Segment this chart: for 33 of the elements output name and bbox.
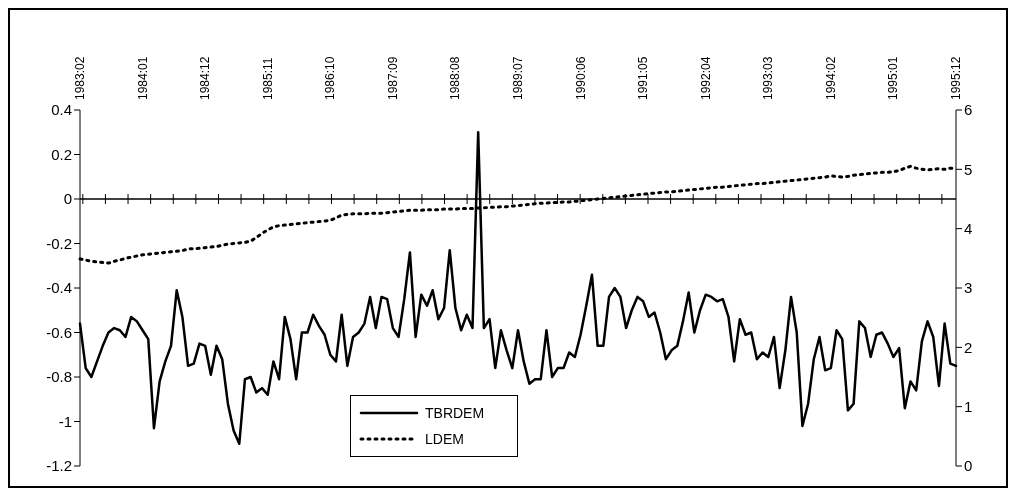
y2-tick-label: 4 [964, 219, 973, 237]
x-tick-label: 1987:09 [385, 56, 400, 100]
x-tick-label: 1995:01 [886, 56, 901, 100]
y-tick-label: -1.2 [46, 457, 72, 475]
y-tick-label: -0.8 [46, 368, 72, 386]
y-tick-label: -0.4 [46, 279, 72, 297]
x-tick-label: 1989:07 [511, 56, 525, 100]
x-tick-label: 1990:06 [573, 56, 588, 100]
legend-label: LDEM [425, 431, 464, 447]
x-tick-label: 1984:01 [135, 56, 150, 100]
x-tick-label: 1994:02 [823, 56, 838, 100]
x-tick-label: 1983:02 [73, 56, 87, 100]
y-tick-label: 0.4 [51, 101, 72, 119]
y2-tick-label: 6 [964, 101, 973, 119]
x-tick-label: 1986:10 [323, 56, 338, 100]
y2-tick-label: 0 [964, 457, 973, 475]
x-tick-label: 1984:12 [198, 56, 213, 100]
y2-tick-label: 3 [964, 279, 973, 297]
y-tick-label: 0 [63, 190, 72, 208]
y-tick-label: 0.2 [51, 145, 72, 163]
y2-tick-label: 2 [964, 338, 973, 356]
y-tick-label: -1 [58, 412, 72, 430]
y-tick-label: -0.6 [46, 323, 72, 341]
x-tick-label: 1985:11 [260, 57, 275, 100]
y2-tick-label: 1 [964, 397, 973, 415]
x-tick-label: 1995:12 [949, 56, 963, 100]
x-tick-label: 1988:08 [448, 56, 463, 100]
x-tick-label: 1992:04 [698, 56, 713, 100]
legend-label: TBRDEM [425, 405, 485, 421]
y2-tick-label: 5 [964, 160, 973, 178]
x-tick-label: 1991:05 [636, 56, 651, 100]
x-tick-label: 1993:03 [761, 56, 776, 100]
y-tick-label: -0.2 [46, 234, 72, 252]
